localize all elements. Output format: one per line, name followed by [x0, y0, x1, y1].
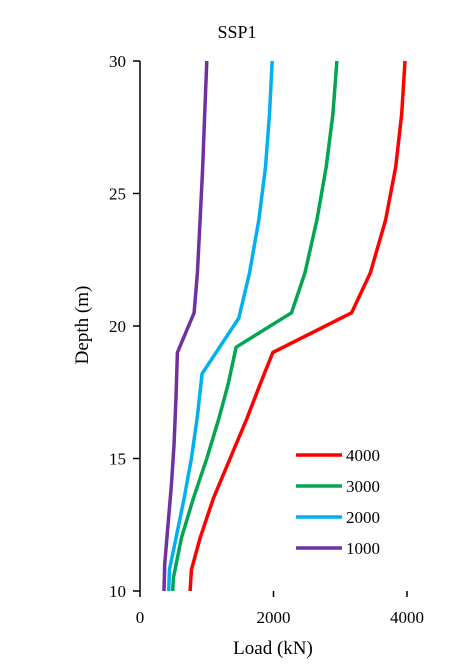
x-tick-label: 2000	[257, 608, 291, 627]
series-line-4000	[188, 60, 407, 592]
series-layer	[162, 60, 407, 592]
y-tick-label: 30	[109, 52, 126, 71]
x-axis-label: Load (kN)	[233, 638, 313, 659]
legend: 4000 3000 2000 1000	[296, 446, 380, 558]
plot-area	[162, 60, 407, 592]
series-line-2000	[166, 60, 274, 592]
legend-label-2000: 2000	[346, 508, 380, 527]
chart-title: SSP1	[217, 22, 256, 42]
y-tick-label: 20	[109, 317, 126, 336]
y-tick-label: 10	[109, 582, 126, 601]
y-tick-label: 15	[109, 450, 126, 469]
series-line-1000	[162, 60, 209, 592]
y-axis: 10 15 20 25 30	[109, 52, 141, 601]
x-axis: 0 2000 4000	[136, 591, 424, 627]
legend-label-3000: 3000	[346, 477, 380, 496]
series-line-3000	[170, 60, 339, 592]
y-tick-label: 25	[109, 185, 126, 204]
y-axis-label: Depth (m)	[72, 286, 93, 365]
y-ticks: 10 15 20 25 30	[109, 52, 140, 601]
legend-label-4000: 4000	[346, 446, 380, 465]
x-tick-label: 4000	[390, 608, 424, 627]
x-ticks: 0 2000 4000	[136, 591, 424, 627]
legend-label-1000: 1000	[346, 539, 380, 558]
x-tick-label: 0	[136, 608, 145, 627]
